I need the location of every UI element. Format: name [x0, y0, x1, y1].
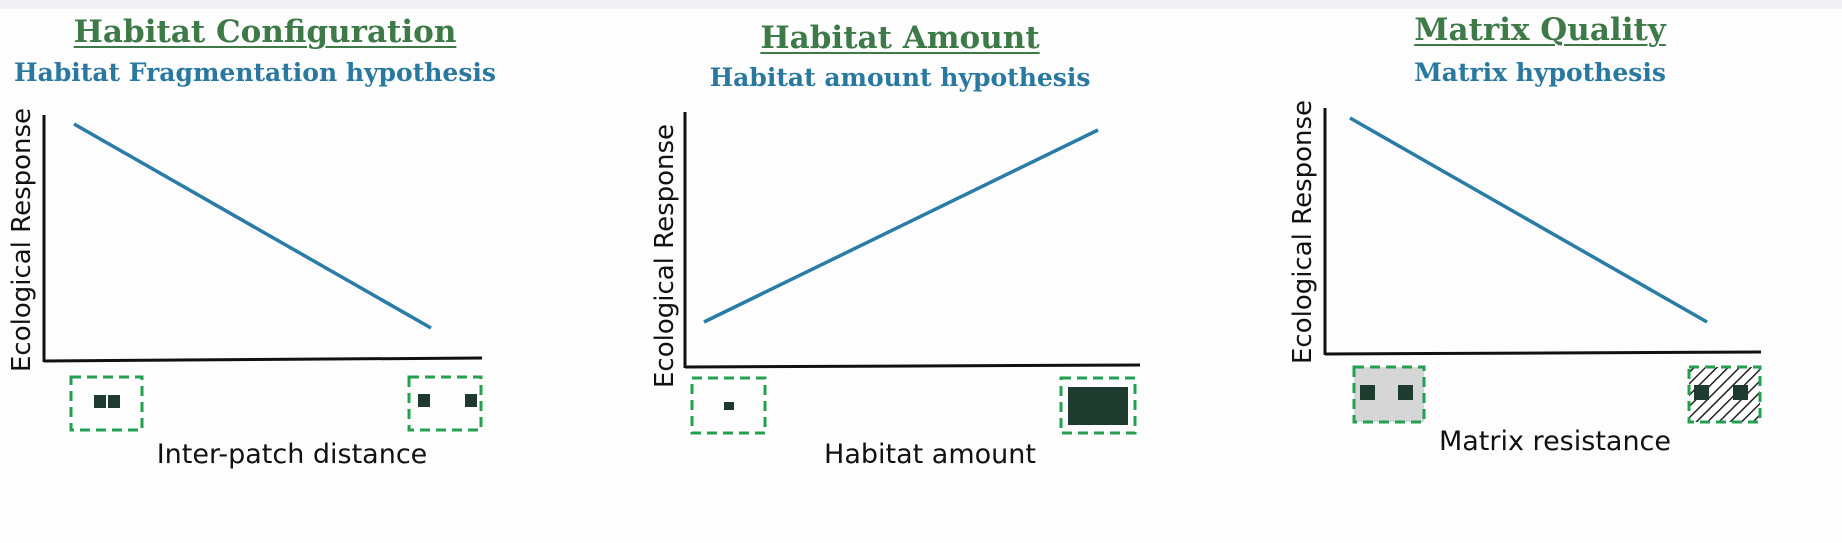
high-distance-patch-box: [407, 375, 483, 432]
y-axis-label: Ecological Response: [650, 124, 680, 388]
y-axis-label: Ecological Response: [1288, 100, 1318, 364]
top-strip: [0, 0, 1842, 9]
trend-line: [1349, 116, 1708, 324]
panel-title: Habitat Configuration: [73, 14, 457, 50]
x-axis-label: Inter-patch distance: [157, 439, 428, 470]
panel-habitat-amount: Habitat Amount Habitat amount hypothesis…: [640, 0, 1160, 543]
panel-subtitle: Matrix hypothesis: [1414, 58, 1666, 87]
panel-subtitle: Habitat amount hypothesis: [709, 63, 1091, 92]
habitat-patch: [94, 395, 106, 408]
low-distance-patch-box: [69, 375, 144, 432]
y-axis-label: Ecological Response: [7, 108, 37, 372]
habitat-patch: [724, 402, 734, 410]
panel-title: Matrix Quality: [1414, 12, 1666, 48]
x-axis: [1324, 350, 1762, 356]
fragmentation-plot: Ecological Response Inter-patch distance: [7, 108, 483, 470]
habitat-patch: [1694, 385, 1709, 400]
trend-line: [73, 122, 432, 330]
panel-habitat-configuration: Habitat Configuration Habitat Fragmentat…: [0, 0, 520, 543]
habitat-patch: [1068, 387, 1128, 425]
habitat-patch: [465, 394, 477, 407]
low-resistance-matrix-box: [1352, 365, 1426, 424]
panel-matrix-quality: Matrix Quality Matrix hypothesis Ecologi…: [1280, 0, 1810, 543]
panel-title: Habitat Amount: [760, 20, 1040, 56]
low-amount-patch-box: [690, 376, 767, 435]
x-axis: [43, 356, 483, 363]
habitat-patch: [1360, 385, 1375, 400]
habitat-patch: [1733, 385, 1748, 400]
amount-plot: Ecological Response Habitat amount: [650, 112, 1141, 470]
x-axis-label: Matrix resistance: [1439, 426, 1671, 457]
high-amount-patch-box: [1059, 376, 1137, 435]
habitat-patch: [418, 394, 430, 407]
panel-subtitle: Habitat Fragmentation hypothesis: [14, 58, 496, 87]
matrix-plot: Ecological Response Matrix resistance: [1288, 100, 1762, 457]
habitat-patch: [1398, 385, 1413, 400]
high-resistance-matrix-box: [1687, 365, 1762, 424]
habitat-patch: [108, 395, 120, 408]
trend-line: [703, 128, 1099, 324]
x-axis: [684, 363, 1141, 369]
x-axis-label: Habitat amount: [824, 439, 1036, 470]
